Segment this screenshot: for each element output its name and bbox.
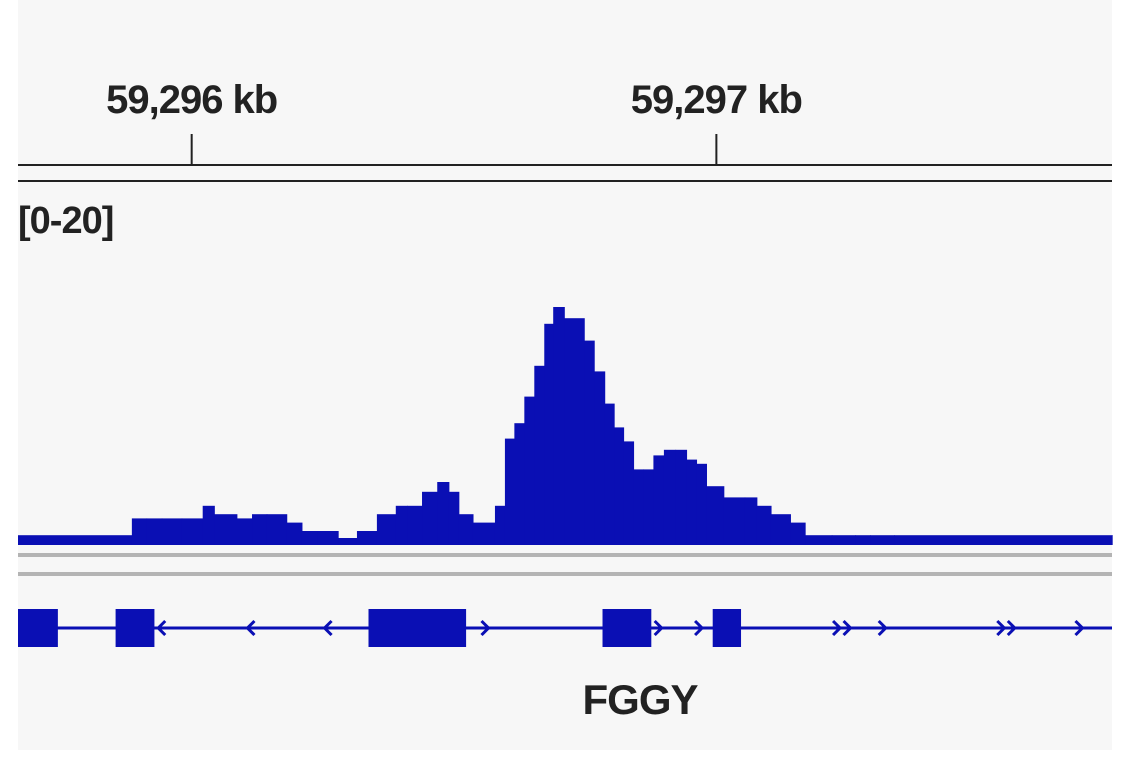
- coverage-bar: [653, 455, 665, 545]
- ruler-tick-label: 59,296 kb: [106, 78, 278, 122]
- gene-exon: [712, 609, 742, 647]
- coverage-bar: [161, 518, 183, 545]
- coverage-bar: [790, 522, 806, 545]
- strand-arrow-icon: [842, 619, 853, 637]
- coverage-bar: [317, 531, 339, 545]
- coverage-bar: [723, 497, 746, 545]
- data-range-label: [0-20]: [18, 200, 114, 242]
- coverage-bar: [448, 491, 460, 545]
- coverage-bar: [544, 323, 554, 545]
- coverage-bar: [266, 514, 288, 545]
- coverage-bar: [805, 535, 833, 545]
- coverage-bar: [894, 535, 1113, 545]
- coverage-bar: [855, 535, 871, 545]
- coverage-bar: [338, 538, 358, 545]
- coverage-bar: [202, 505, 215, 545]
- coverage-bar: [756, 505, 772, 545]
- coverage-bar: [407, 505, 423, 545]
- coverage-bar: [553, 307, 565, 545]
- strand-arrow-icon: [245, 619, 256, 637]
- coverage-bar: [395, 505, 408, 545]
- coverage-bar: [472, 522, 496, 545]
- track-separator: [18, 553, 1112, 557]
- coverage-bar: [594, 371, 606, 545]
- coverage-bar: [214, 514, 238, 545]
- coverage-bar: [675, 449, 688, 545]
- gene-exon: [368, 609, 467, 647]
- coverage-bar: [604, 403, 615, 545]
- coverage-bar: [494, 505, 506, 545]
- coverage-bar: [422, 491, 438, 545]
- coverage-bar: [770, 514, 791, 545]
- coverage-bar: [623, 441, 635, 545]
- coverage-bar: [356, 531, 378, 545]
- coverage-bar: [514, 423, 525, 545]
- coverage-bar: [504, 438, 515, 545]
- coverage-bar: [458, 514, 474, 545]
- ruler-tick-label: 59,297 kb: [630, 78, 803, 122]
- coverage-bar: [146, 518, 163, 545]
- coverage-bar: [643, 469, 655, 545]
- gene-exon: [602, 609, 652, 647]
- coverage-bar: [614, 427, 625, 545]
- gene-exon: [18, 609, 58, 647]
- coverage-bar: [524, 396, 535, 545]
- track-separator: [18, 572, 1112, 576]
- strand-arrow-icon: [1074, 619, 1085, 637]
- coverage-bar: [252, 514, 268, 545]
- coverage-bar: [18, 535, 133, 545]
- coverage-bar: [286, 522, 303, 545]
- gene-exon: [115, 609, 155, 647]
- strand-arrow-icon: [480, 619, 491, 637]
- strand-arrow-icon: [653, 619, 664, 637]
- coverage-bar: [686, 459, 698, 545]
- coverage-bar: [534, 365, 545, 545]
- coverage-bar: [696, 463, 708, 545]
- strand-arrow-icon: [322, 619, 333, 637]
- coverage-bar: [181, 518, 204, 545]
- coverage-bar: [663, 449, 677, 545]
- gene-name-label: FGGY: [582, 676, 698, 723]
- coverage-bar: [744, 497, 758, 545]
- strand-arrow-icon: [996, 619, 1007, 637]
- strand-arrow-icon: [831, 619, 843, 637]
- strand-arrow-icon: [694, 619, 705, 637]
- coverage-bar: [564, 318, 585, 545]
- coverage-bar: [584, 340, 595, 545]
- coverage-bar: [633, 469, 645, 545]
- coverage-bar: [1112, 535, 1113, 545]
- coverage-bar: [870, 535, 895, 545]
- coverage-bar: [131, 518, 148, 545]
- strand-arrow-icon: [877, 619, 888, 637]
- strand-arrow-icon: [156, 619, 167, 637]
- coverage-bar: [301, 531, 318, 545]
- coverage-bar: [437, 482, 450, 545]
- coverage-bar: [236, 518, 253, 545]
- strand-arrow-icon: [1006, 619, 1017, 637]
- coverage-bar: [376, 514, 397, 545]
- coverage-bar: [706, 486, 725, 545]
- coverage-bar: [831, 535, 857, 545]
